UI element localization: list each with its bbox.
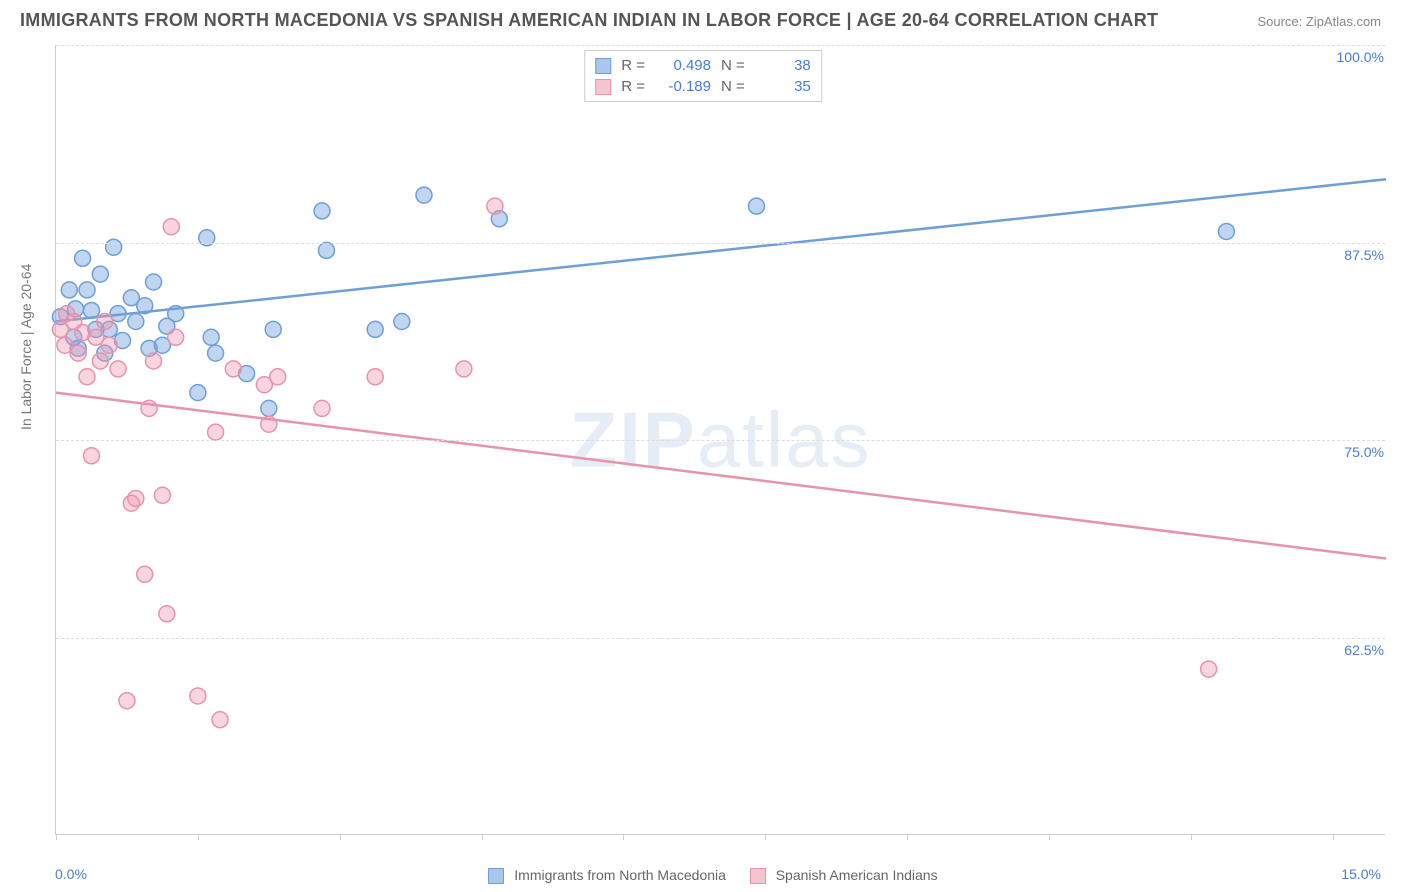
y-tick-label: 100.0%: [1337, 49, 1384, 65]
data-point: [128, 490, 144, 506]
trend-line: [56, 179, 1386, 321]
data-point: [79, 369, 95, 385]
chart-title: IMMIGRANTS FROM NORTH MACEDONIA VS SPANI…: [20, 10, 1158, 31]
y-axis-label: In Labor Force | Age 20-64: [18, 264, 34, 430]
data-point: [128, 314, 144, 330]
data-point: [154, 487, 170, 503]
legend-N-label: N =: [721, 57, 745, 74]
data-point: [225, 361, 241, 377]
data-point: [190, 688, 206, 704]
data-point: [203, 329, 219, 345]
legend-R-b: -0.189: [655, 78, 711, 95]
data-point: [159, 606, 175, 622]
x-tick: [623, 834, 624, 840]
data-point: [168, 329, 184, 345]
legend-R-label: R =: [621, 57, 645, 74]
y-tick-label: 75.0%: [1344, 444, 1384, 460]
data-point: [88, 329, 104, 345]
source-label: Source: ZipAtlas.com: [1257, 14, 1381, 29]
data-point: [270, 369, 286, 385]
data-point: [190, 385, 206, 401]
legend-row-a: R = 0.498 N = 38: [595, 55, 811, 76]
legend-N-a: 38: [755, 57, 811, 74]
data-point: [92, 266, 108, 282]
data-point: [208, 345, 224, 361]
data-point: [394, 314, 410, 330]
x-tick: [56, 834, 57, 840]
data-point: [487, 198, 503, 214]
data-point: [367, 369, 383, 385]
series-swatch-b: [750, 868, 766, 884]
data-point: [456, 361, 472, 377]
x-tick: [765, 834, 766, 840]
x-tick: [340, 834, 341, 840]
trend-line: [56, 393, 1386, 559]
data-point: [110, 361, 126, 377]
data-point: [208, 424, 224, 440]
data-point: [146, 353, 162, 369]
x-tick: [198, 834, 199, 840]
legend-swatch-b: [595, 79, 611, 95]
data-point: [367, 321, 383, 337]
data-point: [318, 242, 334, 258]
x-tick: [482, 834, 483, 840]
data-point: [265, 321, 281, 337]
data-point: [70, 345, 86, 361]
data-point: [92, 353, 108, 369]
series-swatch-a: [488, 868, 504, 884]
gridline: [56, 440, 1385, 441]
data-point: [1201, 661, 1217, 677]
x-tick: [1191, 834, 1192, 840]
data-point: [137, 566, 153, 582]
data-point: [748, 198, 764, 214]
data-point: [163, 219, 179, 235]
data-point: [416, 187, 432, 203]
data-point: [79, 282, 95, 298]
x-tick: [907, 834, 908, 840]
legend-swatch-a: [595, 58, 611, 74]
data-point: [97, 314, 113, 330]
gridline: [56, 638, 1385, 639]
x-tick: [1333, 834, 1334, 840]
data-point: [119, 693, 135, 709]
y-tick-label: 87.5%: [1344, 247, 1384, 263]
y-tick-label: 62.5%: [1344, 642, 1384, 658]
data-point: [212, 712, 228, 728]
correlation-legend: R = 0.498 N = 38 R = -0.189 N = 35: [584, 50, 822, 102]
plot-area: ZIPatlas: [55, 45, 1385, 835]
data-point: [314, 203, 330, 219]
data-point: [75, 250, 91, 266]
legend-N-label: N =: [721, 78, 745, 95]
data-point: [61, 282, 77, 298]
data-point: [146, 274, 162, 290]
gridline: [56, 243, 1385, 244]
legend-R-label: R =: [621, 78, 645, 95]
data-point: [261, 400, 277, 416]
data-point: [1218, 223, 1234, 239]
series-label-b: Spanish American Indians: [776, 867, 938, 883]
data-point: [83, 448, 99, 464]
gridline: [56, 45, 1385, 46]
legend-N-b: 35: [755, 78, 811, 95]
series-label-a: Immigrants from North Macedonia: [514, 867, 726, 883]
legend-R-a: 0.498: [655, 57, 711, 74]
series-legend: Immigrants from North Macedonia Spanish …: [0, 867, 1406, 884]
x-tick: [1049, 834, 1050, 840]
legend-row-b: R = -0.189 N = 35: [595, 76, 811, 97]
data-point: [314, 400, 330, 416]
